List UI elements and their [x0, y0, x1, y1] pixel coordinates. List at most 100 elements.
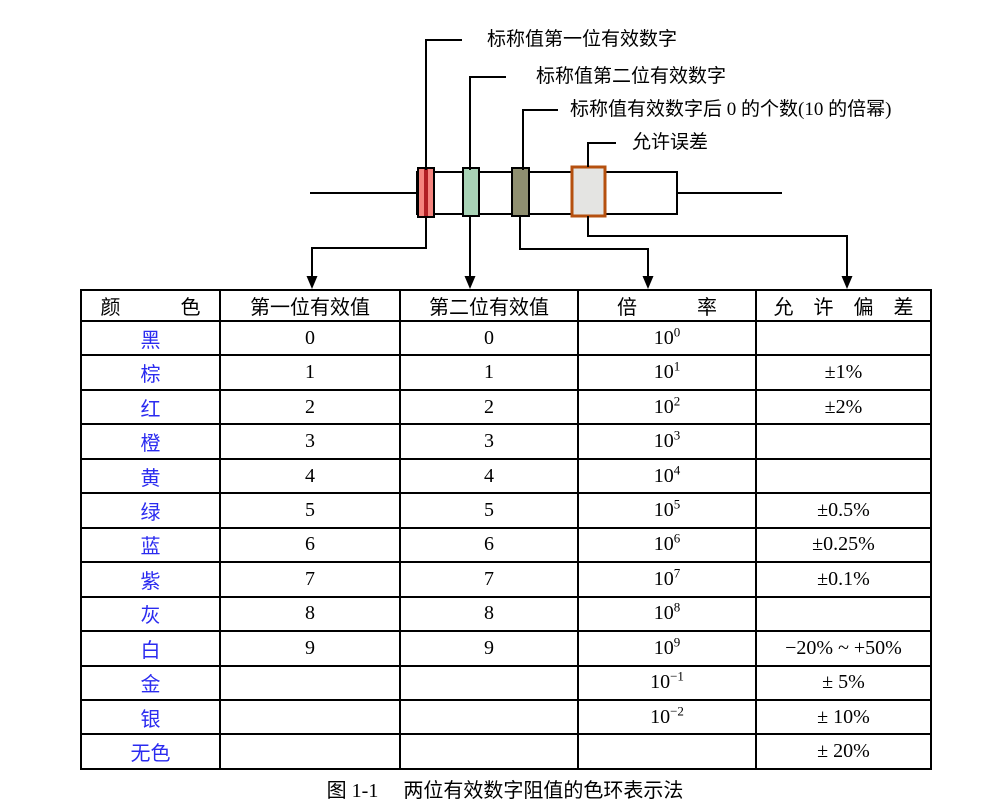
multiplier-exponent: 9	[673, 634, 681, 650]
figure-caption: 图 1-1 两位有效数字阻值的色环表示法	[326, 780, 684, 802]
multiplier-exponent: 6	[673, 530, 681, 546]
color-name-cell: 白	[80, 630, 221, 667]
table-row-gray: 灰 8 8 108	[80, 595, 932, 633]
color-name-cell: 金	[80, 664, 221, 701]
color-name-cell: 灰	[80, 595, 221, 633]
color-name-cell: 银	[80, 698, 221, 736]
annotation-tolerance: 允许误差	[632, 132, 709, 153]
down-arrowhead-icon-4	[841, 276, 853, 289]
second-digit-cell: 5	[399, 492, 579, 529]
first-digit-cell: 7	[219, 561, 401, 598]
first-digit-cell: 8	[219, 595, 401, 633]
multiplier-exponent: 1	[673, 358, 681, 374]
multiplier-base: 10	[650, 705, 671, 728]
multiplier-exponent: −2	[670, 703, 684, 719]
multiplier-exponent: 5	[673, 496, 681, 512]
tolerance-cell: ± 10%	[755, 698, 932, 736]
multiplier-exponent: 8	[673, 599, 681, 615]
second-digit-cell: 3	[399, 423, 579, 460]
column-header-multiplier: 倍 率	[577, 289, 757, 322]
annotation-connector-1	[425, 39, 462, 170]
second-digit-cell: 1	[399, 354, 579, 391]
down-arrowhead-icon-1	[306, 276, 318, 289]
multiplier-cell: 103	[577, 423, 757, 460]
second-digit-cell	[399, 733, 579, 770]
second-digit-cell	[399, 664, 579, 701]
column-header-second-digit: 第二位有效值	[399, 289, 579, 322]
second-digit-cell: 0	[399, 319, 579, 357]
annotation-second-digit: 标称值第二位有效数字	[536, 66, 727, 87]
table-row-blue: 蓝 6 6 106 ±0.25%	[80, 526, 932, 564]
tolerance-cell	[755, 595, 932, 633]
table-row-white: 白 9 9 109 −20% ~ +50%	[80, 630, 932, 667]
tolerance-cell: ±0.25%	[755, 526, 932, 564]
multiplier-exponent: 4	[673, 461, 681, 477]
color-name-cell: 绿	[80, 492, 221, 529]
multiplier-base: 10	[653, 361, 674, 384]
multiplier-base: 10	[653, 533, 674, 556]
column-header-tolerance: 允 许 偏 差	[755, 289, 932, 322]
second-digit-cell: 7	[399, 561, 579, 598]
multiplier-base: 10	[653, 326, 674, 349]
multiplier-exponent: 0	[673, 324, 681, 340]
table-row-colorless: 无色 ± 20%	[80, 733, 932, 770]
multiplier-cell	[577, 733, 757, 770]
first-digit-cell: 9	[219, 630, 401, 667]
table-row-yellow: 黄 4 4 104	[80, 457, 932, 495]
color-name-cell: 黑	[80, 319, 221, 357]
annotation-connector-4	[587, 142, 616, 167]
band-1-dark-stripe	[424, 169, 428, 216]
multiplier-cell: 101	[577, 354, 757, 391]
multiplier-base: 10	[653, 464, 674, 487]
band1-to-column-connector	[311, 216, 427, 281]
second-digit-cell: 2	[399, 388, 579, 426]
resistor-diagram	[306, 39, 853, 289]
table-row-green: 绿 5 5 105 ±0.5%	[80, 492, 932, 529]
multiplier-cell: 102	[577, 388, 757, 426]
tolerance-cell	[755, 423, 932, 460]
multiplier-cell: 100	[577, 319, 757, 357]
band4-to-column-connector	[587, 216, 848, 281]
color-name-cell: 蓝	[80, 526, 221, 564]
resistor-body	[416, 171, 678, 215]
first-digit-cell: 4	[219, 457, 401, 495]
multiplier-base: 10	[653, 498, 674, 521]
table-row-brown: 棕 1 1 101 ±1%	[80, 354, 932, 391]
table-row-gold: 金 10−1 ± 5%	[80, 664, 932, 701]
table-row-orange: 橙 3 3 103	[80, 423, 932, 460]
multiplier-cell: 108	[577, 595, 757, 633]
color-name-cell: 紫	[80, 561, 221, 598]
first-digit-cell	[219, 733, 401, 770]
table-row-silver: 银 10−2 ± 10%	[80, 698, 932, 736]
tolerance-cell	[755, 457, 932, 495]
second-digit-cell: 9	[399, 630, 579, 667]
first-digit-cell: 2	[219, 388, 401, 426]
color-name-cell: 黄	[80, 457, 221, 495]
column-header-color: 颜 色	[80, 289, 221, 322]
column-header-first-digit: 第一位有效值	[219, 289, 401, 322]
multiplier-cell: 106	[577, 526, 757, 564]
color-name-cell: 红	[80, 388, 221, 426]
multiplier-cell: 105	[577, 492, 757, 529]
multiplier-cell: 109	[577, 630, 757, 667]
color-name-cell: 橙	[80, 423, 221, 460]
tolerance-cell: ± 5%	[755, 664, 932, 701]
down-arrowhead-icon-3	[642, 276, 654, 289]
second-digit-cell: 8	[399, 595, 579, 633]
color-code-table: 颜 色 第一位有效值 第二位有效值 倍 率 允 许 偏 差 黑 0 0 100 …	[80, 289, 932, 770]
multiplier-base: 10	[653, 430, 674, 453]
band-3-multiplier	[511, 167, 530, 217]
color-name-cell: 棕	[80, 354, 221, 391]
second-digit-cell: 6	[399, 526, 579, 564]
table-row-red: 红 2 2 102 ±2%	[80, 388, 932, 426]
multiplier-exponent: 7	[673, 565, 681, 581]
multiplier-exponent: 2	[673, 392, 681, 408]
second-digit-cell	[399, 698, 579, 736]
annotation-first-digit: 标称值第一位有效数字	[487, 29, 678, 50]
multiplier-base: 10	[653, 602, 674, 625]
tolerance-cell	[755, 319, 932, 357]
first-digit-cell	[219, 664, 401, 701]
second-digit-cell: 4	[399, 457, 579, 495]
table-row-purple: 紫 7 7 107 ±0.1%	[80, 561, 932, 598]
